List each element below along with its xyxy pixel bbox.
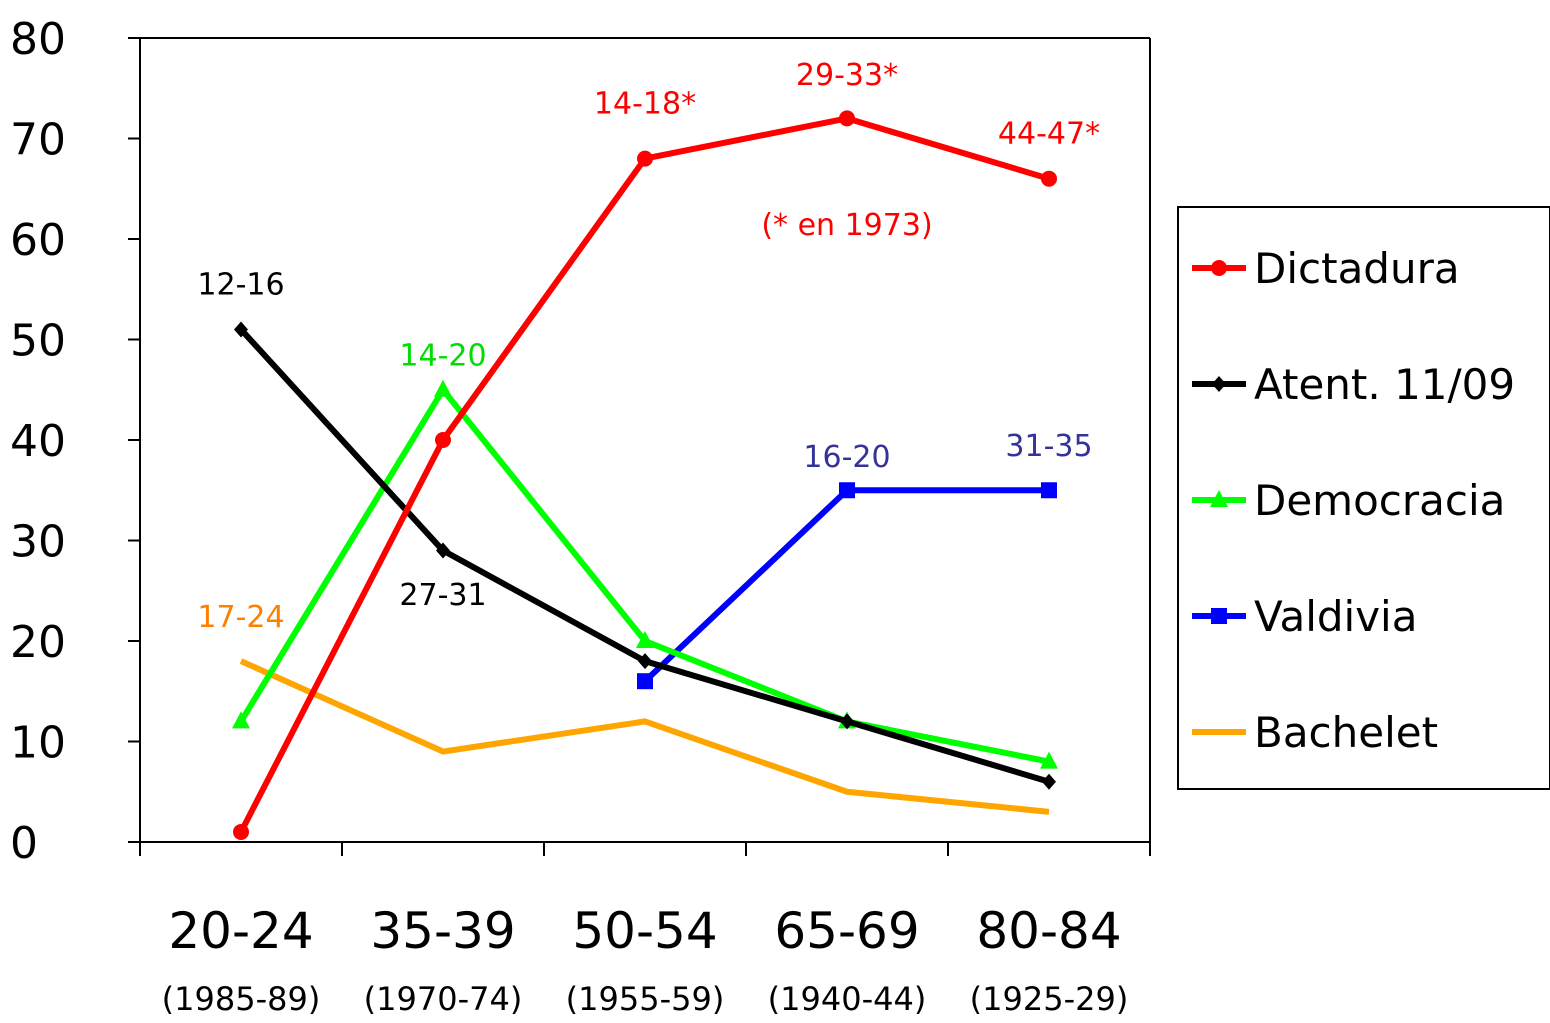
data-point-dictadura (839, 110, 855, 127)
data-point-democracia (636, 631, 654, 648)
annotation-label: 29-33* (796, 58, 898, 93)
annotation-label: (* en 1973) (761, 208, 932, 243)
legend-label: Dictadura (1254, 244, 1460, 293)
x-category-label: 65-69 (774, 902, 919, 960)
legend-item-bachelet: Bachelet (1192, 708, 1438, 757)
series-layer (232, 110, 1058, 840)
legend-item-atent-11-09: Atent. 11/09 (1192, 360, 1515, 409)
data-point-atent-11-09 (436, 542, 450, 559)
x-category-label: 50-54 (572, 902, 717, 960)
data-point-valdivia (1041, 482, 1057, 499)
data-point-dictadura (435, 432, 451, 448)
legend-item-valdivia: Valdivia (1192, 592, 1417, 641)
annotation-label: 16-20 (803, 440, 890, 475)
legend-item-democracia: Democracia (1192, 476, 1505, 525)
data-point-valdivia (637, 673, 653, 690)
x-category-sublabel: (1970-74) (364, 980, 523, 1018)
legend-marker (1211, 260, 1227, 276)
x-category-sublabel: (1925-29) (970, 980, 1129, 1018)
data-point-atent-11-09 (638, 653, 652, 670)
annotation-label: 27-31 (399, 578, 486, 613)
annotation-label: 44-47* (998, 117, 1100, 152)
x-category-sublabel: (1955-59) (566, 980, 725, 1018)
annotation-layer: 14-18* 29-33* 44-47* (* en 1973) 12-16 14-20 2… (197, 58, 1100, 635)
y-tick-label: 0 (10, 818, 38, 869)
legend-marker (1211, 608, 1227, 624)
data-point-dictadura (1041, 170, 1057, 187)
y-tick-label: 70 (10, 115, 66, 166)
legend-marker (1212, 376, 1226, 392)
x-category-label: 35-39 (370, 902, 515, 960)
y-axis-ticks: 0 10 20 30 40 50 60 70 80 (10, 14, 140, 869)
legend: Dictadura Atent. 11/09 Democracia Valdivia B… (1177, 206, 1550, 790)
data-point-atent-11-09 (840, 713, 854, 730)
series-line-valdivia (642, 487, 1049, 684)
annotation-label: 17-24 (197, 600, 284, 635)
legend-marker (1210, 490, 1228, 507)
data-point-atent-11-09 (234, 321, 248, 338)
data-point-democracia (434, 379, 452, 397)
y-tick-label: 80 (10, 14, 66, 65)
series-line-democracia (238, 386, 1050, 765)
x-category-sublabel: (1985-89) (162, 980, 321, 1018)
data-point-dictadura (233, 823, 249, 840)
data-point-atent-11-09 (1042, 773, 1056, 790)
data-point-democracia (232, 711, 250, 729)
series-valdivia (637, 482, 1057, 690)
series-atent-11-09 (234, 321, 1056, 790)
data-point-dictadura (637, 150, 653, 167)
annotation-label: 12-16 (197, 267, 284, 302)
data-point-democracia (1040, 751, 1058, 769)
x-axis-ticks: 20-24 35-39 50-54 65-69 80-84 (1985-89) (1970-… (139, 842, 1151, 1018)
y-tick-label: 30 (10, 517, 66, 568)
annotation-label: 31-35 (1005, 429, 1092, 464)
x-category-label: 80-84 (976, 902, 1121, 960)
series-dictadura (233, 110, 1057, 840)
legend-label: Bachelet (1254, 708, 1438, 757)
legend-label: Atent. 11/09 (1254, 360, 1515, 409)
x-category-sublabel: (1940-44) (768, 980, 927, 1018)
data-point-valdivia (839, 482, 855, 499)
y-tick-label: 20 (10, 617, 66, 668)
y-tick-label: 40 (10, 416, 66, 467)
series-line-bachelet (239, 658, 1050, 815)
annotation-label: 14-20 (399, 339, 486, 374)
series-bachelet (239, 658, 1050, 815)
legend-label: Democracia (1254, 476, 1505, 525)
legend-label: Valdivia (1254, 592, 1417, 641)
y-tick-label: 50 (10, 316, 66, 367)
x-category-label: 20-24 (168, 902, 313, 960)
y-tick-label: 60 (10, 215, 66, 266)
legend-item-dictadura: Dictadura (1192, 244, 1460, 293)
y-tick-label: 10 (10, 718, 66, 769)
annotation-label: 14-18* (594, 86, 696, 121)
